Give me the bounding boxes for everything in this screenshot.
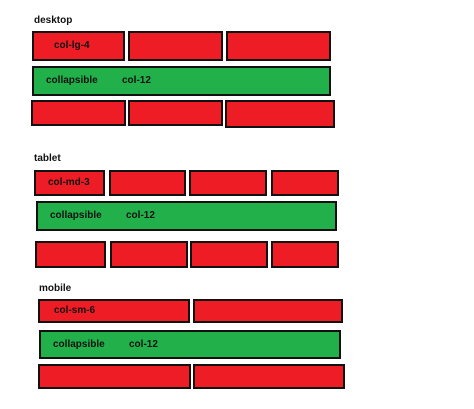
mobile-col-2 xyxy=(193,299,343,323)
tablet-collapsible-text: collapsible xyxy=(50,210,102,221)
mobile-collapsible-row: collapsible col-12 xyxy=(39,330,341,359)
tablet-row3-col-3 xyxy=(190,241,268,268)
desktop-collapsible-row: collapsible col-12 xyxy=(32,66,331,96)
desktop-col-2 xyxy=(128,31,223,61)
tablet-col-1: col-md-3 xyxy=(34,170,105,196)
mobile-label: mobile xyxy=(39,283,72,294)
desktop-label: desktop xyxy=(34,15,73,26)
desktop-collapsible-text: collapsible xyxy=(46,75,98,86)
tablet-row3-col-4 xyxy=(271,241,339,268)
tablet-row3-col-2 xyxy=(110,241,188,268)
tablet-label: tablet xyxy=(34,153,61,164)
desktop-row3-col-3 xyxy=(225,100,335,128)
desktop-col-1-label: col-lg-4 xyxy=(54,40,90,51)
tablet-row3-col-1 xyxy=(35,241,106,268)
desktop-row3-col-1 xyxy=(31,100,126,126)
tablet-collapsible-col: col-12 xyxy=(126,210,155,221)
tablet-col-1-label: col-md-3 xyxy=(48,177,90,188)
mobile-row3-col-2 xyxy=(193,364,345,389)
mobile-collapsible-text: collapsible xyxy=(53,338,105,350)
mobile-col-1-label: col-sm-6 xyxy=(54,305,96,316)
tablet-col-4 xyxy=(271,170,339,196)
tablet-collapsible-row: collapsible col-12 xyxy=(36,201,337,231)
mobile-row3-col-1 xyxy=(38,364,191,389)
desktop-row3-col-2 xyxy=(128,100,223,126)
mobile-col-1: col-sm-6 xyxy=(38,299,190,323)
desktop-collapsible-col: col-12 xyxy=(122,75,151,86)
desktop-col-1: col-lg-4 xyxy=(32,31,125,61)
mobile-collapsible-col: col-12 xyxy=(129,338,158,350)
desktop-col-3 xyxy=(226,31,331,61)
tablet-col-3 xyxy=(189,170,267,196)
tablet-col-2 xyxy=(109,170,186,196)
